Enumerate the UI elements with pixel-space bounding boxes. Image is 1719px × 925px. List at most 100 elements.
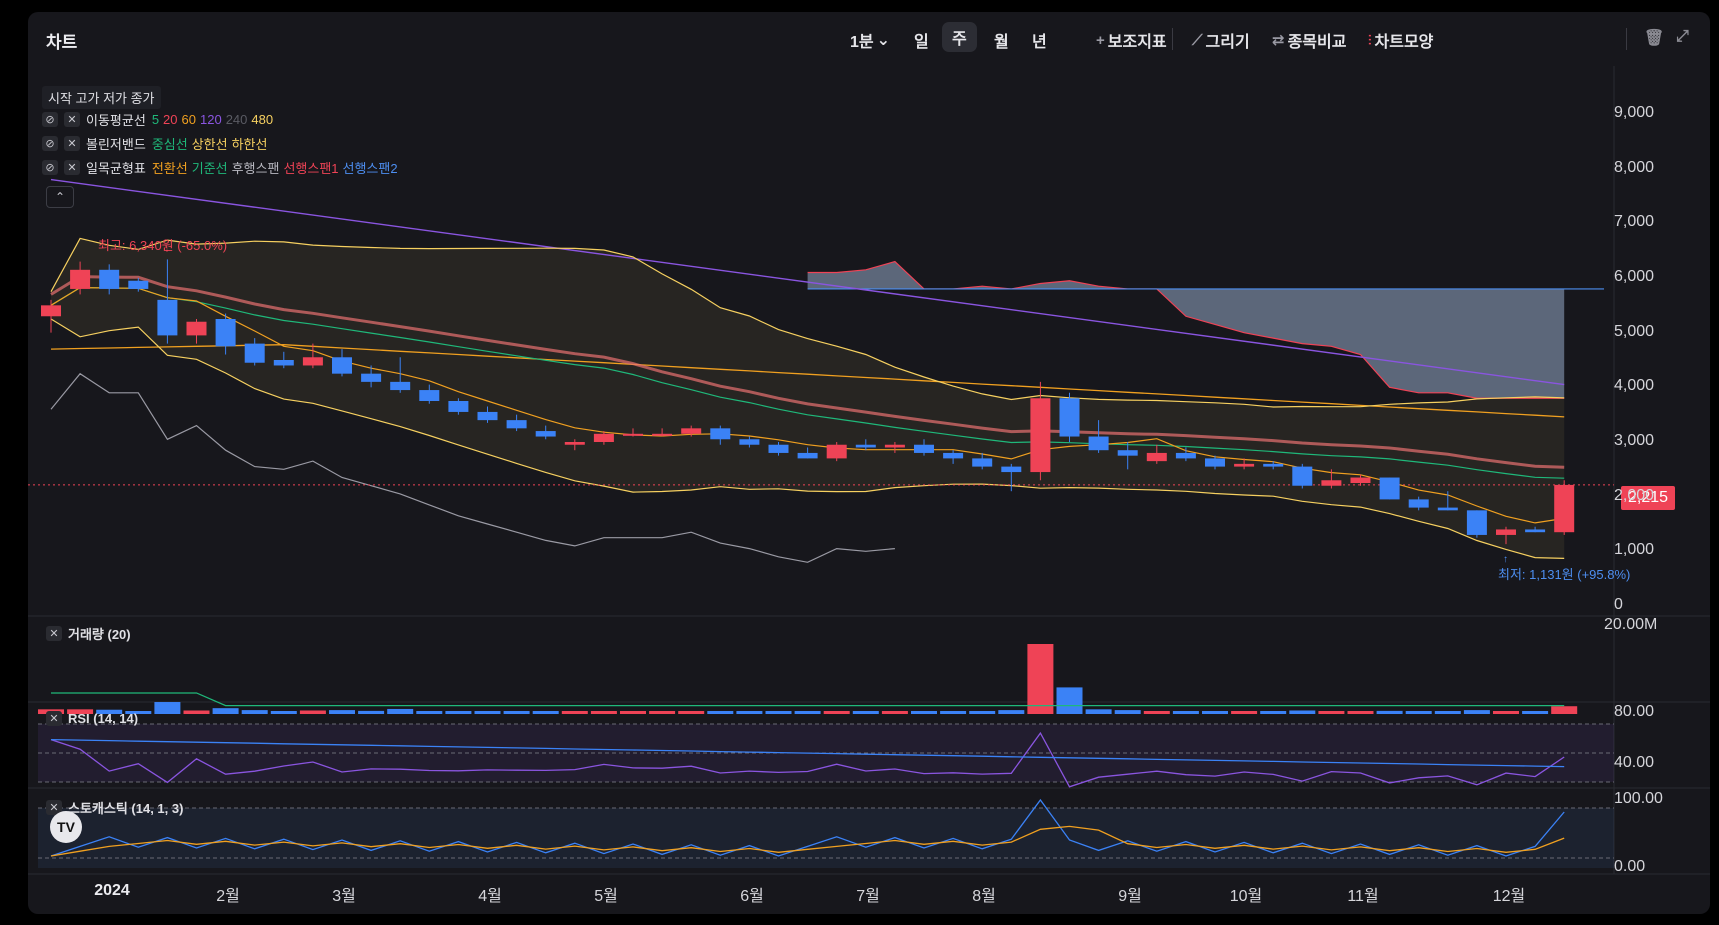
candle-style-icon: ⫶ [1368, 31, 1372, 48]
close-icon[interactable]: ✕ [64, 136, 80, 151]
volume-bar [940, 711, 967, 714]
volume-bar [1202, 711, 1228, 714]
stoch-tick-100: 100.00 [1614, 790, 1663, 807]
candle-body [419, 390, 440, 401]
last-price-tag: 2,215 [1621, 486, 1675, 510]
price-tick: 1,000 [1614, 541, 1655, 559]
candle-body [273, 360, 294, 366]
candle-body [506, 420, 527, 429]
price-tick: 9,000 [1614, 104, 1655, 121]
candle-body [1408, 499, 1429, 508]
tradingview-logo[interactable]: TV [50, 811, 82, 843]
period-month-button[interactable]: 월 [994, 34, 1009, 51]
candle-body [1379, 477, 1400, 500]
candle-body [652, 433, 673, 436]
price-tick: 5,000 [1614, 322, 1655, 340]
ichimoku-legend-label: 일목균형표 [86, 161, 146, 176]
volume-bar [1114, 710, 1141, 714]
volume-bar [1522, 711, 1549, 714]
close-icon[interactable]: ✕ [46, 711, 62, 726]
price-tick: 2,000 [1614, 486, 1655, 504]
time-tick: 5월 [594, 888, 618, 905]
volume-bar [1143, 711, 1170, 714]
price-tick: 0 [1614, 596, 1623, 613]
volume-bar [1027, 644, 1054, 714]
compare-label: 종목비교 [1287, 34, 1347, 51]
chart-style-button[interactable]: ⫶ 차트모양 [1368, 28, 1433, 52]
time-tick: 3월 [332, 888, 356, 905]
volume-bar [358, 710, 385, 714]
candle-body [593, 433, 614, 442]
ma-20-line [50, 275, 1565, 469]
ohlc-legend: 시작 고가 저가 종가 [42, 86, 161, 109]
rsi-tick-40: 40.00 [1614, 754, 1655, 771]
bb-part-1: 상한선 [191, 137, 228, 152]
price-tick: 4,000 [1614, 377, 1655, 395]
volume-bar [387, 708, 414, 714]
volume-bar [299, 710, 326, 714]
bollinger-upper-line [50, 237, 1565, 408]
time-tick: 7월 [856, 888, 880, 905]
ichimoku-cloud [807, 261, 1565, 399]
bollinger-band-fill [51, 238, 1565, 559]
period-week-button[interactable]: 주 [942, 22, 977, 52]
ma-period-4: 240 [225, 112, 248, 127]
ichimoku-part-1: 기준선 [191, 161, 228, 176]
volume-bar [707, 711, 734, 714]
period-year-button[interactable]: 년 [1032, 34, 1047, 51]
time-tick: 6월 [740, 888, 764, 905]
candle-body [70, 269, 91, 289]
drawing-button[interactable]: ⟋ 그리기 [1192, 28, 1250, 52]
eye-off-icon[interactable]: ⊘ [42, 112, 58, 127]
compare-button[interactable]: ⇄ 종목비교 [1272, 28, 1346, 52]
indicators-label: 보조지표 [1107, 34, 1167, 51]
stoch-k-line [50, 798, 1565, 857]
close-icon[interactable]: ✕ [46, 626, 62, 641]
ichimoku-part-0: 전환선 [151, 161, 188, 176]
interval-label: 1분 [850, 34, 874, 51]
candle-body [914, 444, 934, 453]
fullscreen-icon[interactable]: ⤢ [1676, 28, 1689, 45]
candle-body [884, 444, 905, 448]
volume-bar [474, 711, 501, 714]
trash-icon[interactable]: 🗑 [1644, 30, 1665, 47]
ma-legend: ⊘ ✕ 이동평균선 5 20 60 120 240 480 [42, 110, 277, 129]
high-marker: ↓ [164, 243, 169, 254]
eye-off-icon[interactable]: ⊘ [42, 160, 58, 175]
volume-bar [270, 711, 297, 714]
ichimoku-part-2: 후행스팬 [231, 161, 280, 176]
candle-body [128, 280, 149, 289]
candle-body [1321, 480, 1342, 486]
volume-bar [1405, 711, 1432, 714]
bb-parts: 중심선 상한선 하한선 [152, 134, 272, 153]
ma-periods: 5 20 60 120 240 480 [152, 112, 277, 127]
candle-body [972, 458, 993, 467]
volume-bar [823, 711, 850, 714]
compare-icon: ⇄ [1272, 32, 1285, 49]
bb-legend-label: 볼린저밴드 [86, 137, 146, 152]
candle-body [564, 442, 585, 445]
ma-legend-label: 이동평균선 [86, 113, 146, 128]
candle-body [1525, 529, 1546, 533]
volume-bar [154, 702, 181, 714]
volume-bar [998, 710, 1025, 714]
price-tick: 7,000 [1614, 213, 1655, 231]
close-icon[interactable]: ✕ [64, 112, 80, 127]
volume-bar [1289, 710, 1316, 714]
volume-bar [1056, 687, 1083, 714]
volume-bar [183, 710, 210, 714]
close-icon[interactable]: ✕ [64, 160, 80, 175]
volume-axis-max: 20.00M [1604, 616, 1658, 633]
period-day-button[interactable]: 일 [914, 34, 929, 51]
eye-off-icon[interactable]: ⊘ [42, 136, 58, 151]
indicators-button[interactable]: + 보조지표 [1096, 28, 1167, 52]
chart-canvas[interactable]: ↓↑ [28, 12, 1710, 914]
ma-period-5: 480 [251, 112, 274, 127]
candle-body [41, 305, 61, 317]
collapse-legend-button[interactable]: ⌃ [46, 186, 74, 208]
close-icon[interactable]: ✕ [46, 800, 62, 815]
volume-bar [503, 711, 530, 714]
interval-dropdown[interactable]: 1분 ⌄ [850, 28, 890, 52]
stoch-tick-0: 0.00 [1614, 858, 1646, 875]
volume-bar [765, 711, 792, 714]
